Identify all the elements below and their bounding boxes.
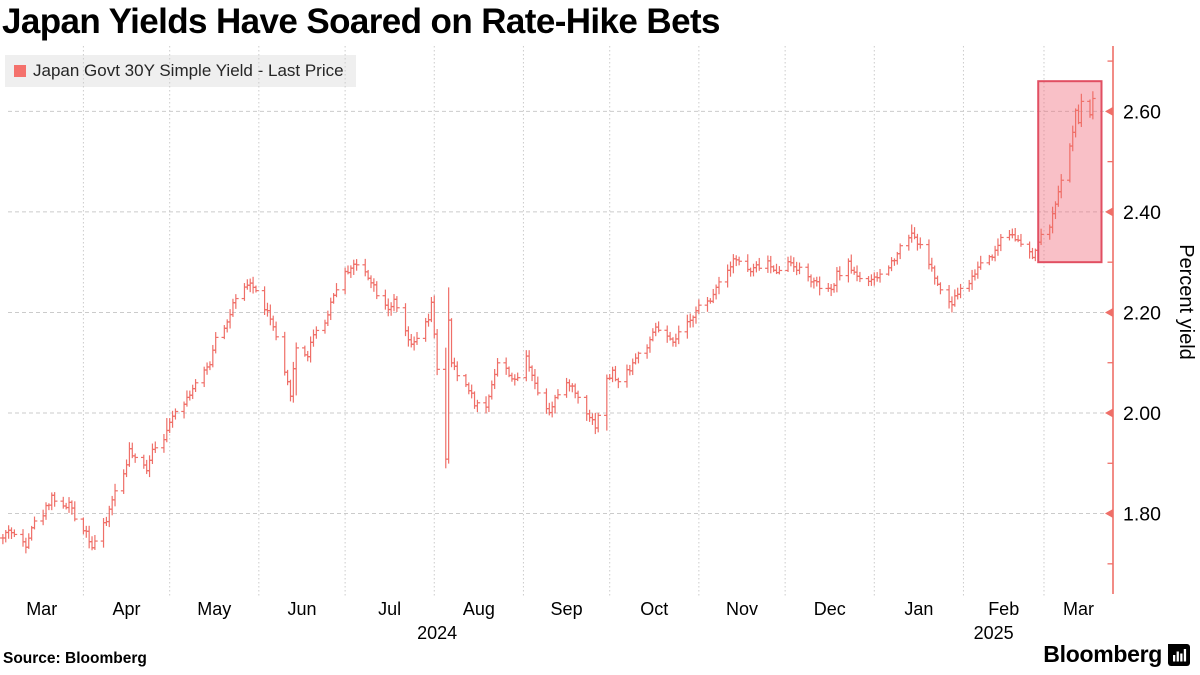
month-label: Dec: [814, 599, 846, 619]
legend: Japan Govt 30Y Simple Yield - Last Price: [5, 55, 356, 87]
month-label: Nov: [726, 599, 758, 619]
ohlc-bar-series: [0, 91, 1096, 554]
month-label: Jul: [378, 599, 401, 619]
month-label: Aug: [463, 599, 495, 619]
month-label: May: [197, 599, 231, 619]
highlight-box-border: [1037, 80, 1103, 264]
month-label: Jan: [904, 599, 933, 619]
y-axis: [1105, 46, 1114, 594]
year-label: 2025: [974, 623, 1014, 643]
chart-title: Japan Yields Have Soared on Rate-Hike Be…: [2, 2, 720, 41]
bloomberg-icon: [1168, 643, 1190, 666]
month-label: Sep: [551, 599, 583, 619]
bloomberg-wordmark: Bloomberg: [1043, 641, 1162, 667]
month-label: Mar: [1063, 599, 1094, 619]
horizontal-gridlines: [8, 110, 1104, 515]
bloomberg-brand: Bloomberg: [1043, 641, 1190, 668]
year-label: 2024: [417, 623, 457, 643]
legend-series-label: Japan Govt 30Y Simple Yield - Last Price: [33, 61, 344, 80]
month-label: Apr: [113, 599, 141, 619]
source-credit: Source: Bloomberg: [3, 650, 147, 667]
svg-text:2.20: 2.20: [1123, 302, 1161, 324]
svg-text:2.00: 2.00: [1123, 403, 1161, 425]
month-label: Oct: [640, 599, 668, 619]
month-label: Feb: [988, 599, 1019, 619]
month-label: Jun: [287, 599, 316, 619]
legend-color-swatch: [14, 65, 26, 77]
y-axis-title: Percent yield: [1175, 244, 1197, 360]
svg-text:1.80: 1.80: [1123, 504, 1161, 526]
month-label: Mar: [26, 599, 57, 619]
svg-text:2.40: 2.40: [1123, 202, 1161, 224]
svg-text:2.60: 2.60: [1123, 101, 1161, 123]
